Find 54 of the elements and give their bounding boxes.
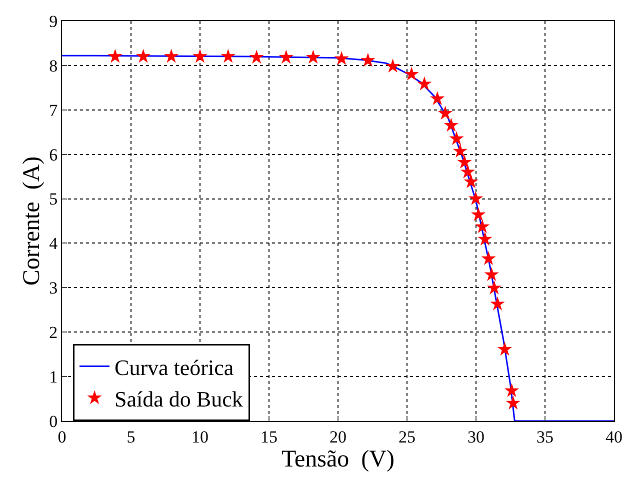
x-tick-label: 15 (260, 427, 278, 446)
y-tick-label: 5 (49, 190, 58, 209)
point (438, 106, 453, 120)
point (136, 48, 151, 63)
point (504, 383, 520, 398)
x-tick-label: 35 (536, 427, 554, 446)
y-axis-title: Corrente (A) (19, 156, 46, 286)
point (220, 48, 236, 63)
point (108, 48, 122, 63)
x-tick-label: 10 (192, 427, 208, 446)
point (484, 267, 499, 282)
y-tick-label: 6 (49, 145, 58, 164)
point (481, 251, 496, 266)
point (471, 207, 486, 222)
point (385, 58, 400, 73)
x-tick-label: 40 (606, 427, 622, 446)
point (486, 280, 502, 294)
y-tick-label: 7 (49, 100, 58, 120)
y-tick-label: 4 (49, 234, 58, 254)
y-tick-label: 0 (49, 412, 58, 431)
x-tick-label: 30 (468, 427, 484, 446)
point (164, 48, 179, 63)
point (417, 76, 432, 90)
point (360, 52, 376, 67)
y-tick-label: 8 (49, 56, 58, 76)
y-tick-label: 9 (49, 12, 58, 31)
y-tick-label: 1 (49, 368, 58, 387)
y-tick-label: 3 (49, 278, 58, 298)
point (306, 50, 320, 64)
point (475, 219, 490, 234)
point (478, 232, 492, 246)
point (192, 48, 208, 63)
legend-label: Saída do Buck (114, 386, 243, 412)
point (278, 50, 294, 64)
y-tick-label: 2 (49, 323, 58, 342)
point (506, 396, 520, 410)
x-axis-title: Tensão (V) (282, 446, 394, 472)
point (444, 118, 458, 132)
point (334, 51, 349, 66)
point (404, 66, 419, 81)
x-tick-label: 25 (398, 427, 416, 446)
point (490, 296, 505, 310)
point (464, 174, 478, 188)
point (460, 164, 476, 178)
legend-label: Curva teórica (114, 354, 234, 380)
point (430, 91, 445, 106)
x-tick-label: 5 (126, 427, 136, 446)
point (249, 50, 264, 64)
point (452, 144, 468, 158)
point (497, 342, 512, 356)
point (457, 154, 472, 169)
point (449, 131, 464, 146)
point (468, 191, 484, 206)
x-tick-label: 20 (330, 427, 346, 446)
